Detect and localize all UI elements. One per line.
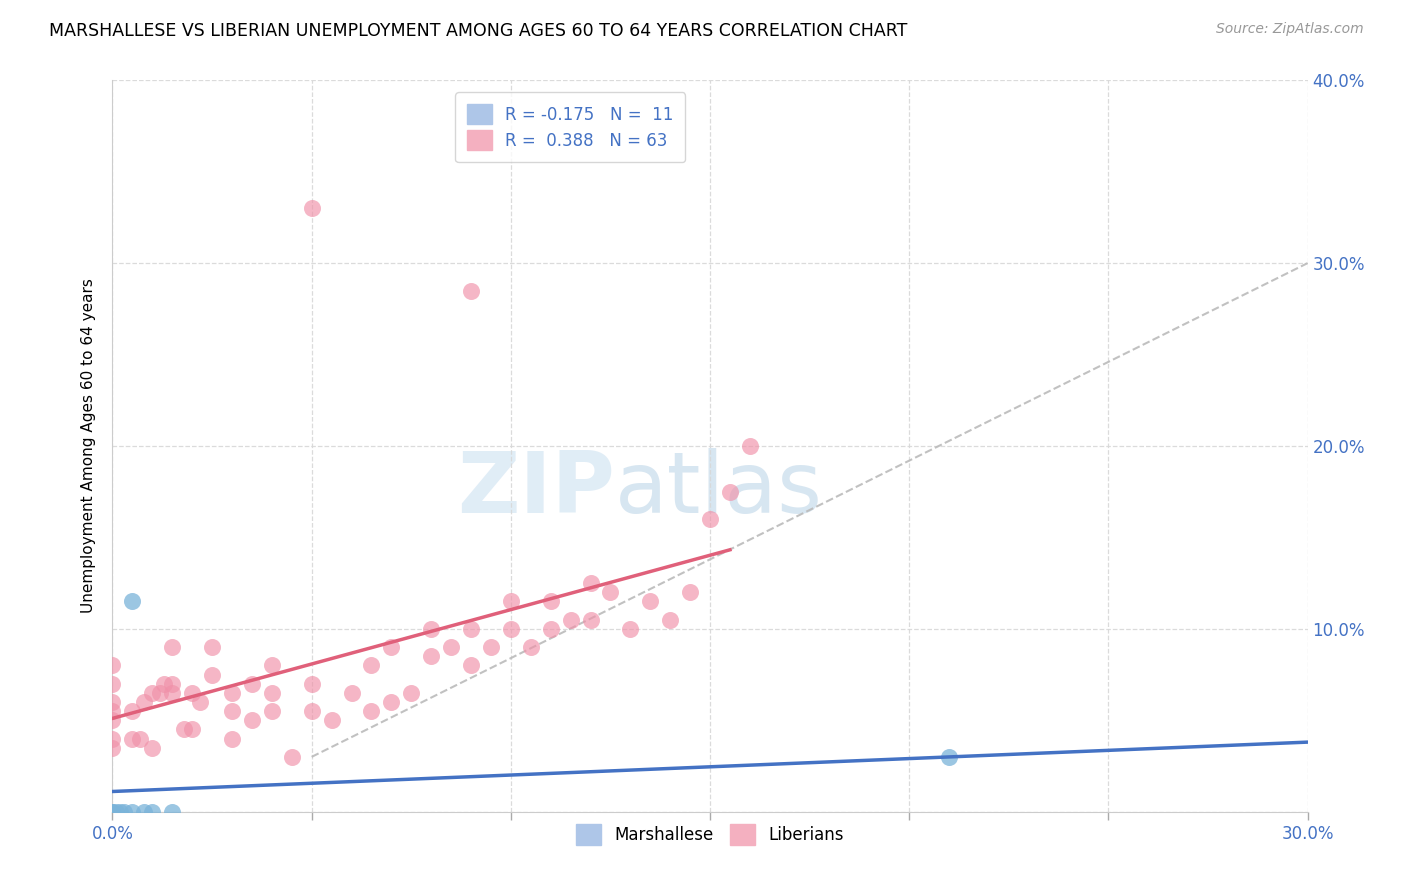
Point (360, 658, 382, 673)
Point (149, 686, 172, 700)
Point (114, 805, 135, 819)
Point (101, 676, 124, 690)
Point (460, 284, 482, 298)
Point (173, 723, 195, 737)
Point (301, 201, 323, 215)
Point (420, 649, 443, 664)
Point (101, 805, 124, 819)
Point (101, 740, 124, 755)
Point (101, 714, 124, 728)
Point (129, 731, 152, 746)
Point (599, 585, 621, 599)
Point (141, 686, 163, 700)
Point (579, 576, 602, 591)
Point (201, 667, 224, 681)
Point (520, 640, 543, 655)
Point (560, 613, 582, 627)
Legend: Marshallese, Liberians: Marshallese, Liberians (567, 814, 853, 855)
Point (201, 640, 224, 655)
Point (162, 640, 183, 655)
Point (141, 805, 163, 819)
Text: ZIP: ZIP (457, 449, 614, 532)
Point (718, 484, 741, 499)
Point (121, 594, 143, 608)
Point (420, 622, 443, 636)
Point (221, 686, 243, 700)
Point (260, 686, 283, 700)
Point (188, 695, 211, 709)
Point (440, 640, 463, 655)
Point (105, 805, 128, 819)
Point (321, 714, 343, 728)
Point (101, 658, 124, 673)
Y-axis label: Unemployment Among Ages 60 to 64 years: Unemployment Among Ages 60 to 64 years (80, 278, 96, 614)
Point (101, 805, 124, 819)
Point (260, 704, 283, 718)
Point (121, 704, 143, 718)
Point (301, 704, 323, 718)
Point (221, 704, 243, 718)
Text: atlas: atlas (614, 449, 823, 532)
Point (181, 686, 204, 700)
Point (699, 512, 721, 526)
Point (380, 695, 402, 709)
Point (141, 740, 163, 755)
Point (181, 723, 204, 737)
Point (540, 622, 562, 636)
Point (679, 585, 702, 599)
Point (162, 805, 183, 819)
Point (579, 613, 602, 627)
Point (340, 686, 363, 700)
Point (938, 749, 960, 764)
Point (360, 704, 382, 718)
Point (162, 676, 183, 690)
Point (153, 676, 176, 690)
Point (479, 640, 502, 655)
Point (281, 749, 304, 764)
Point (121, 731, 143, 746)
Point (134, 695, 156, 709)
Point (380, 640, 402, 655)
Point (659, 613, 682, 627)
Point (221, 731, 243, 746)
Point (101, 704, 124, 718)
Point (738, 439, 761, 453)
Text: Source: ZipAtlas.com: Source: ZipAtlas.com (1216, 22, 1364, 37)
Point (162, 686, 183, 700)
Point (240, 676, 263, 690)
Point (499, 622, 522, 636)
Point (101, 731, 124, 746)
Point (301, 676, 323, 690)
Point (121, 805, 143, 819)
Point (460, 658, 482, 673)
Point (240, 714, 263, 728)
Point (619, 622, 641, 636)
Point (110, 805, 132, 819)
Point (460, 622, 482, 636)
Point (260, 658, 283, 673)
Point (499, 594, 522, 608)
Text: MARSHALLESE VS LIBERIAN UNEMPLOYMENT AMONG AGES 60 TO 64 YEARS CORRELATION CHART: MARSHALLESE VS LIBERIAN UNEMPLOYMENT AMO… (49, 22, 908, 40)
Point (101, 695, 124, 709)
Point (540, 594, 562, 608)
Point (640, 594, 662, 608)
Point (401, 686, 423, 700)
Point (134, 805, 156, 819)
